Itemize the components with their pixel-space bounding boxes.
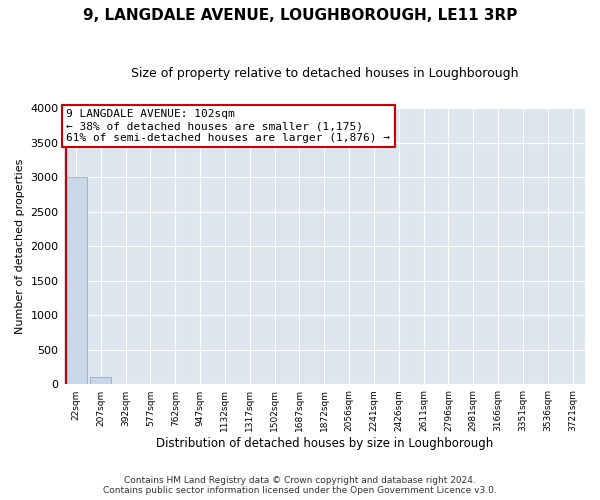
Bar [90,377,112,384]
Title: Size of property relative to detached houses in Loughborough: Size of property relative to detached ho… [131,68,518,80]
Text: 9 LANGDALE AVENUE: 102sqm
← 38% of detached houses are smaller (1,175)
61% of se: 9 LANGDALE AVENUE: 102sqm ← 38% of detac… [66,110,390,142]
Text: Contains HM Land Registry data © Crown copyright and database right 2024.
Contai: Contains HM Land Registry data © Crown c… [103,476,497,495]
Text: 9, LANGDALE AVENUE, LOUGHBOROUGH, LE11 3RP: 9, LANGDALE AVENUE, LOUGHBOROUGH, LE11 3… [83,8,517,22]
X-axis label: Distribution of detached houses by size in Loughborough: Distribution of detached houses by size … [155,437,493,450]
Bar [65,177,86,384]
Y-axis label: Number of detached properties: Number of detached properties [15,158,25,334]
